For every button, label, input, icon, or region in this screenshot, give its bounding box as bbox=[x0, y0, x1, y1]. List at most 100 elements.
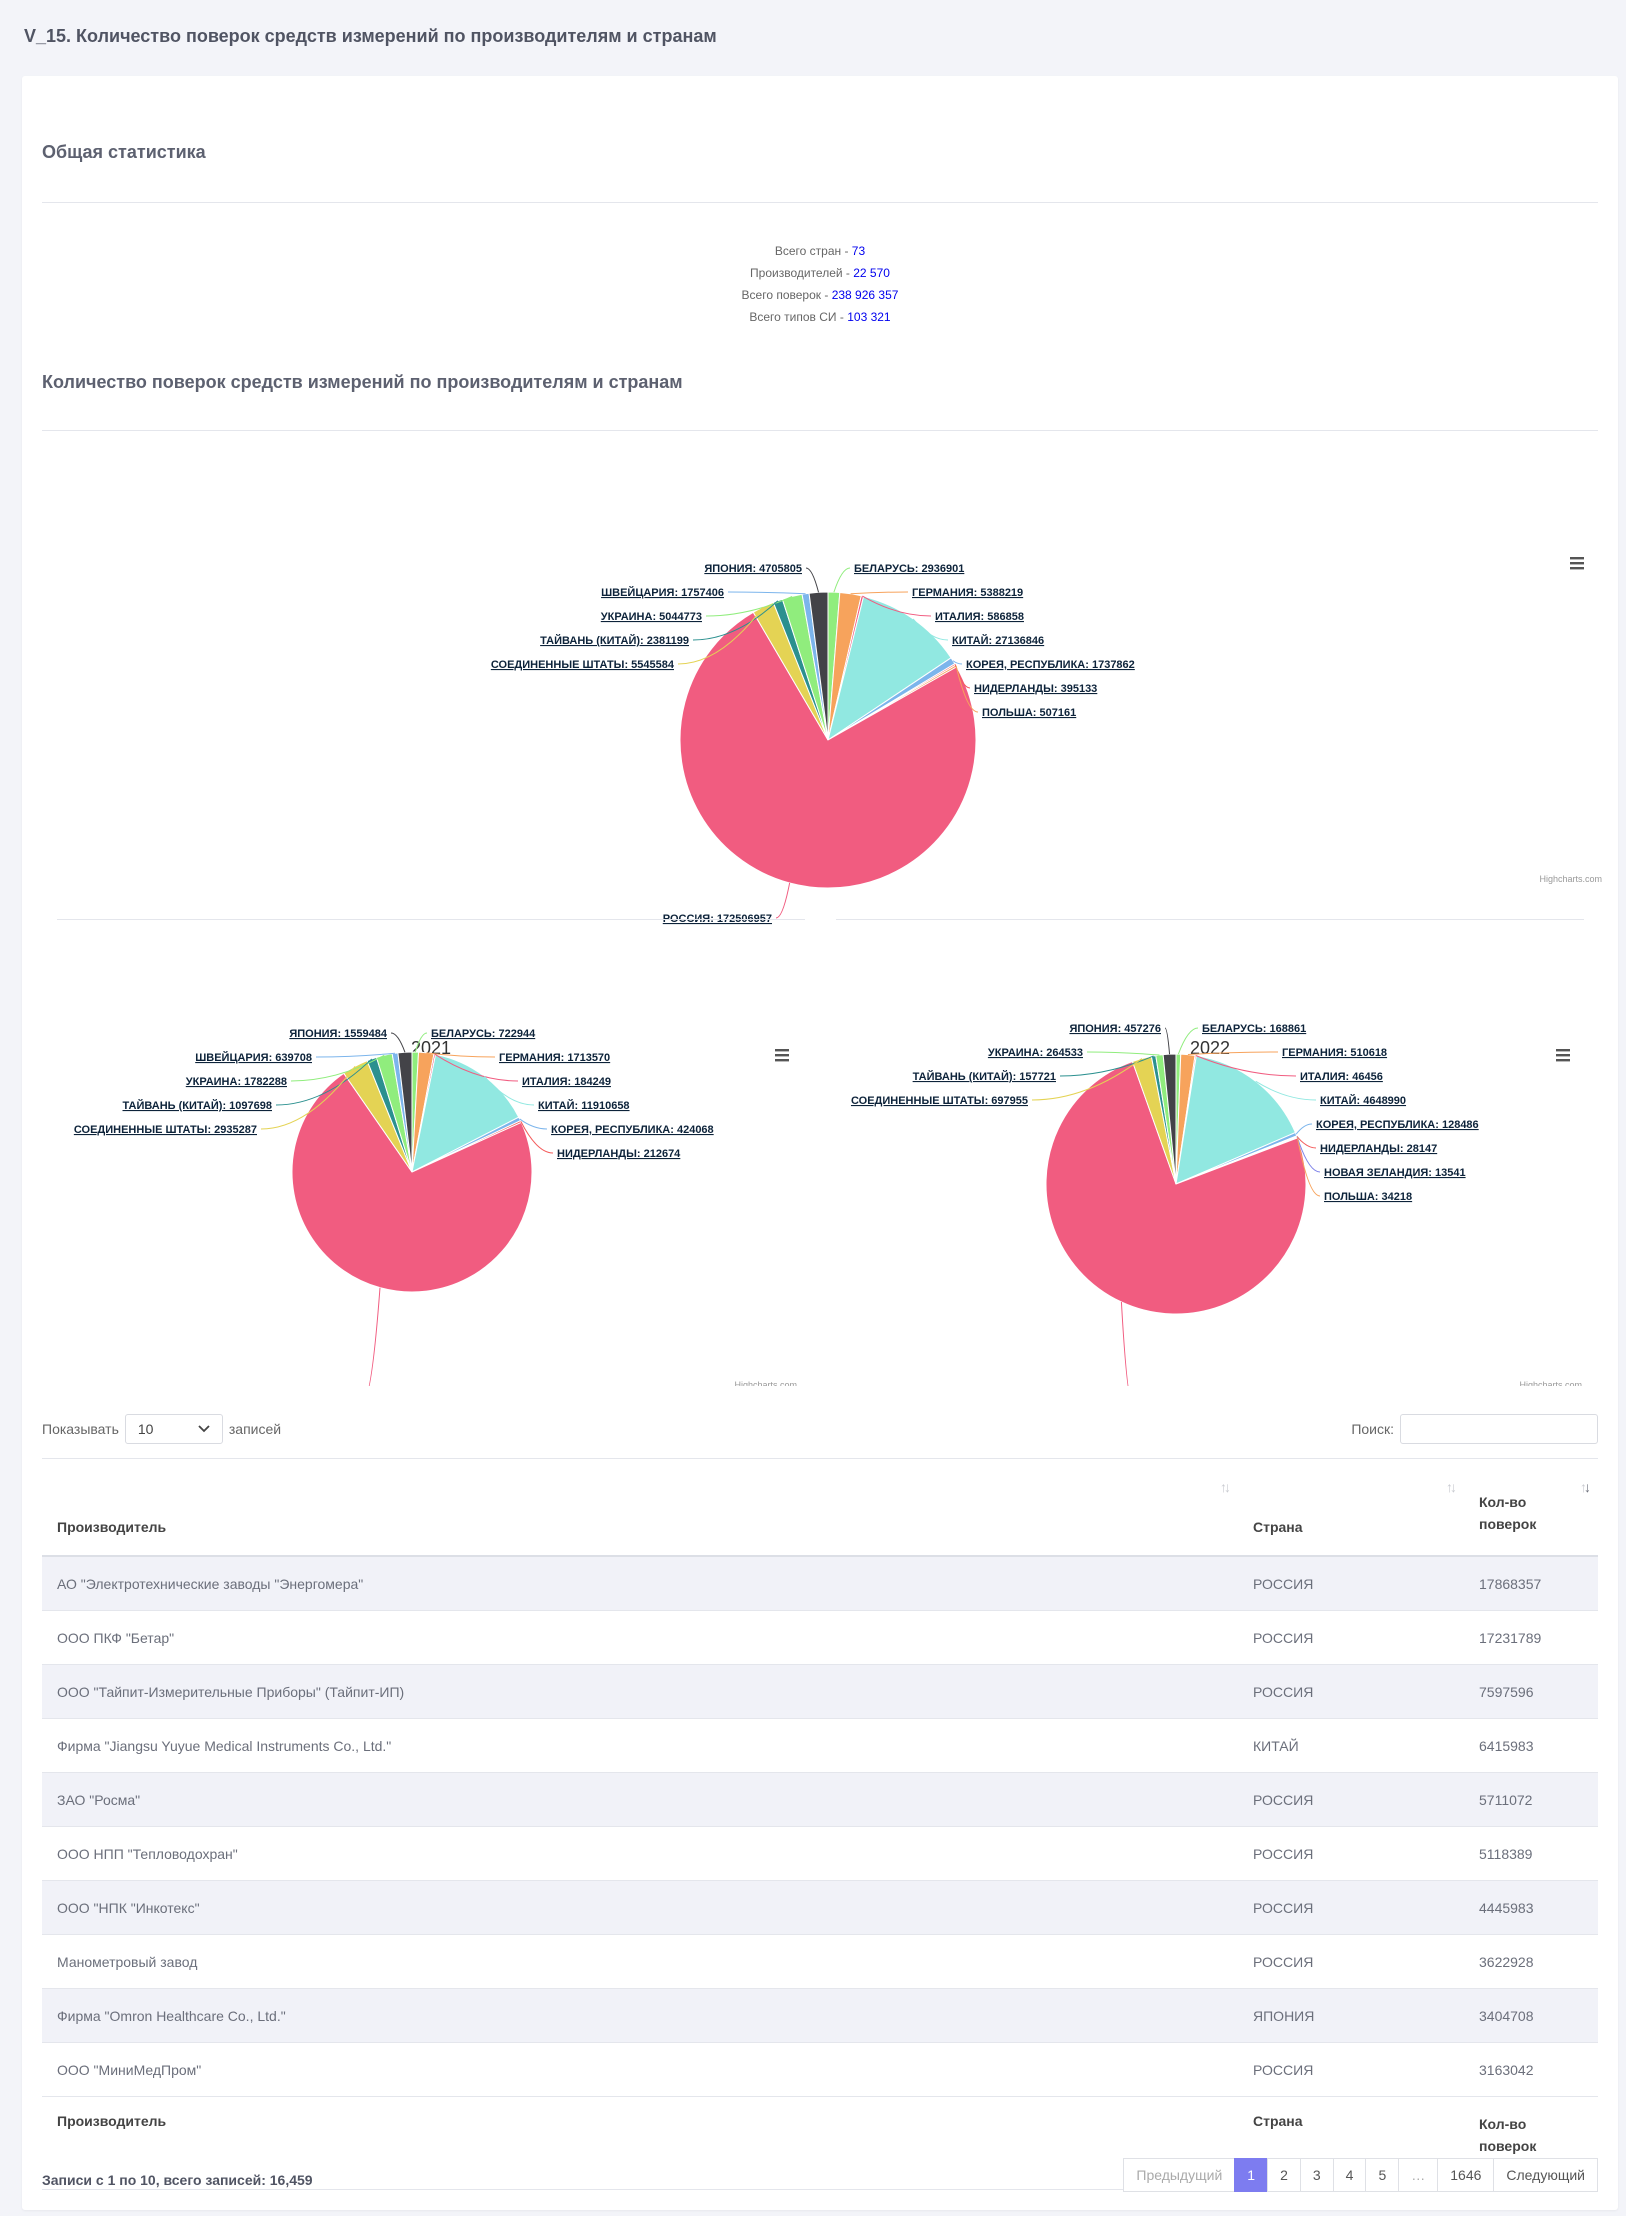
page-1-button[interactable]: 1 bbox=[1234, 2158, 1269, 2192]
chart-menu-icon[interactable] bbox=[775, 1049, 789, 1062]
page-last-button[interactable]: 1646 bbox=[1437, 2158, 1495, 2192]
pie-slice-россия[interactable] bbox=[1045, 1060, 1307, 1315]
data-label-новая-зеландия[interactable]: НОВАЯ ЗЕЛАНДИЯ: 13541 bbox=[1324, 1167, 1466, 1179]
data-label-тайвань-китай[interactable]: ТАЙВАНЬ (КИТАЙ): 157721 bbox=[913, 1070, 1056, 1083]
table-row[interactable]: Фирма "Jiangsu Yuyue Medical Instruments… bbox=[42, 1718, 1598, 1773]
table-row[interactable]: ООО "Тайпит-Измерительные Приборы" (Тайп… bbox=[42, 1664, 1598, 1719]
cell-count: 6415983 bbox=[1464, 1718, 1598, 1773]
page-length-select[interactable]: 10 bbox=[124, 1414, 223, 1444]
data-label-китай[interactable]: КИТАЙ: 27136846 bbox=[952, 634, 1044, 647]
data-label-беларусь[interactable]: БЕЛАРУСЬ: 168861 bbox=[1202, 1023, 1306, 1035]
data-label-япония[interactable]: ЯПОНИЯ: 4705805 bbox=[704, 563, 802, 575]
page-title: V_15. Количество поверок средств измерен… bbox=[24, 26, 717, 46]
table-row[interactable]: Манометровый завод РОССИЯ 3622928 bbox=[42, 1934, 1598, 1989]
data-label-тайвань-китай[interactable]: ТАЙВАНЬ (КИТАЙ): 1097698 bbox=[123, 1099, 273, 1112]
data-label-беларусь[interactable]: БЕЛАРУСЬ: 2936901 bbox=[854, 563, 964, 575]
cell-count: 17231789 bbox=[1464, 1610, 1598, 1665]
data-label-соединенные-штаты[interactable]: СОЕДИНЕННЫЕ ШТАТЫ: 697955 bbox=[851, 1095, 1028, 1107]
data-label-германия[interactable]: ГЕРМАНИЯ: 1713570 bbox=[499, 1052, 610, 1064]
label-connector bbox=[434, 1053, 519, 1082]
page-4-button[interactable]: 4 bbox=[1332, 2158, 1367, 2192]
data-label-беларусь[interactable]: БЕЛАРУСЬ: 722944 bbox=[431, 1028, 536, 1040]
cell-manufacturer: ЗАО "Росма" bbox=[42, 1772, 1238, 1827]
table-row[interactable]: ООО ПКФ "Бетар" РОССИЯ 17231789 bbox=[42, 1610, 1598, 1665]
data-label-италия[interactable]: ИТАЛИЯ: 586858 bbox=[935, 611, 1024, 623]
data-label-польша[interactable]: ПОЛЬША: 34218 bbox=[1324, 1191, 1412, 1203]
divider bbox=[42, 202, 1598, 203]
label-connector bbox=[1296, 1135, 1317, 1149]
label-connector bbox=[705, 595, 793, 617]
table-row[interactable]: АО "Электротехнические заводы "Энергомер… bbox=[42, 1556, 1598, 1611]
page-3-button[interactable]: 3 bbox=[1299, 2158, 1334, 2192]
cell-count: 5118389 bbox=[1464, 1826, 1598, 1881]
data-label-швейцария[interactable]: ШВЕЙЦАРИЯ: 639708 bbox=[195, 1051, 312, 1064]
cell-country: РОССИЯ bbox=[1238, 1610, 1464, 1665]
data-label-китай[interactable]: КИТАЙ: 4648990 bbox=[1320, 1094, 1406, 1107]
data-label-корея-республика[interactable]: КОРЕЯ, РЕСПУБЛИКА: 1737862 bbox=[966, 659, 1135, 671]
prev-page-button[interactable]: Предыдущий bbox=[1123, 2158, 1236, 2192]
column-header-country[interactable]: Страна ↑↓ bbox=[1238, 1458, 1464, 1557]
search-input[interactable] bbox=[1400, 1414, 1598, 1444]
data-label-украина[interactable]: УКРАИНА: 1782288 bbox=[186, 1076, 287, 1088]
charts-section-title: Количество поверок средств измерений по … bbox=[42, 372, 683, 392]
label-connector bbox=[1255, 1080, 1317, 1101]
data-label-япония[interactable]: ЯПОНИЯ: 457276 bbox=[1069, 1023, 1161, 1035]
data-label-соединенные-штаты[interactable]: СОЕДИНЕННЫЕ ШТАТЫ: 2935287 bbox=[74, 1124, 257, 1136]
data-label-нидерланды[interactable]: НИДЕРЛАНДЫ: 28147 bbox=[1320, 1143, 1437, 1155]
data-label-япония[interactable]: ЯПОНИЯ: 1559484 bbox=[289, 1028, 388, 1040]
pagination-ellipsis: … bbox=[1398, 2158, 1439, 2192]
divider bbox=[57, 919, 805, 920]
chevron-down-icon bbox=[198, 1425, 210, 1433]
highcharts-credit[interactable]: Highcharts.com bbox=[734, 1380, 797, 1386]
pie-slice-япония[interactable] bbox=[808, 591, 829, 741]
data-label-италия[interactable]: ИТАЛИЯ: 46456 bbox=[1300, 1071, 1383, 1083]
label-connector bbox=[290, 1054, 385, 1082]
cell-count: 5711072 bbox=[1464, 1772, 1598, 1827]
data-label-нидерланды[interactable]: НИДЕРЛАНДЫ: 212674 bbox=[557, 1148, 681, 1160]
page-5-button[interactable]: 5 bbox=[1365, 2158, 1400, 2192]
label-connector bbox=[1086, 1051, 1160, 1056]
column-header-manufacturer[interactable]: Производитель ↑↓ bbox=[42, 1458, 1238, 1557]
table-row[interactable]: ЗАО "Росма" РОССИЯ 5711072 bbox=[42, 1772, 1598, 1827]
pie-slice-россия[interactable] bbox=[679, 611, 977, 889]
data-label-украина[interactable]: УКРАИНА: 5044773 bbox=[601, 611, 702, 623]
label-connector bbox=[519, 1118, 548, 1130]
data-label-тайвань-китай[interactable]: ТАЙВАНЬ (КИТАЙ): 2381199 bbox=[540, 634, 689, 647]
pie-slice-китай[interactable] bbox=[1175, 1055, 1297, 1185]
highcharts-credit[interactable]: Highcharts.com bbox=[1519, 1380, 1582, 1386]
page-2-button[interactable]: 2 bbox=[1267, 2158, 1301, 2192]
label-connector bbox=[775, 882, 791, 919]
data-label-китай[interactable]: КИТАЙ: 11910658 bbox=[538, 1099, 630, 1112]
stats-block: Всего стран - 73 Производителей - 22 570… bbox=[22, 240, 1618, 328]
pagination: Предыдущий 1 2 3 4 5 … 1646 Следующий bbox=[1123, 2158, 1598, 2192]
chart-title: 2022 bbox=[1190, 1038, 1230, 1058]
label-connector bbox=[850, 591, 909, 595]
data-label-швейцария[interactable]: ШВЕЙЦАРИЯ: 1757406 bbox=[601, 586, 724, 599]
chart-menu-icon[interactable] bbox=[1556, 1049, 1570, 1062]
table-row[interactable]: ООО "МиниМедПром" РОССИЯ 3163042 bbox=[42, 2042, 1598, 2097]
chart-menu-icon[interactable] bbox=[1570, 557, 1584, 570]
label-connector bbox=[315, 1052, 396, 1058]
data-label-польша[interactable]: ПОЛЬША: 507161 bbox=[982, 707, 1076, 719]
column-header-count[interactable]: Кол-во поверок ↑↓ bbox=[1464, 1458, 1598, 1557]
data-label-украина[interactable]: УКРАИНА: 264533 bbox=[988, 1047, 1083, 1059]
table-row[interactable]: Фирма "Omron Healthcare Co., Ltd." ЯПОНИЯ… bbox=[42, 1988, 1598, 2043]
table-header-row: Производитель ↑↓ Страна ↑↓ Кол-во поверок ↑… bbox=[42, 1458, 1598, 1557]
label-connector bbox=[805, 567, 820, 593]
cell-manufacturer: АО "Электротехнические заводы "Энергомер… bbox=[42, 1556, 1238, 1611]
data-label-германия[interactable]: ГЕРМАНИЯ: 510618 bbox=[1282, 1047, 1387, 1059]
divider bbox=[836, 919, 1584, 920]
sort-desc-icon: ↑↓ bbox=[1580, 1479, 1591, 1495]
data-label-корея-республика[interactable]: КОРЕЯ, РЕСПУБЛИКА: 424068 bbox=[551, 1124, 714, 1136]
data-label-корея-республика[interactable]: КОРЕЯ, РЕСПУБЛИКА: 128486 bbox=[1316, 1119, 1479, 1131]
data-label-германия[interactable]: ГЕРМАНИЯ: 5388219 bbox=[912, 587, 1023, 599]
table-row[interactable]: ООО "НПК "Инкотекс" РОССИЯ 4445983 bbox=[42, 1880, 1598, 1935]
highcharts-credit[interactable]: Highcharts.com bbox=[1539, 874, 1602, 884]
data-label-нидерланды[interactable]: НИДЕРЛАНДЫ: 395133 bbox=[974, 683, 1097, 695]
data-label-соединенные-штаты[interactable]: СОЕДИНЕННЫЕ ШТАТЫ: 5545584 bbox=[491, 659, 675, 671]
next-page-button[interactable]: Следующий bbox=[1493, 2158, 1598, 2192]
cell-manufacturer: ООО НПП "Тепловодохран" bbox=[42, 1826, 1238, 1881]
data-label-италия[interactable]: ИТАЛИЯ: 184249 bbox=[522, 1076, 611, 1088]
pie-slice-япония[interactable] bbox=[1162, 1053, 1177, 1185]
table-row[interactable]: ООО НПП "Тепловодохран" РОССИЯ 5118389 bbox=[42, 1826, 1598, 1881]
